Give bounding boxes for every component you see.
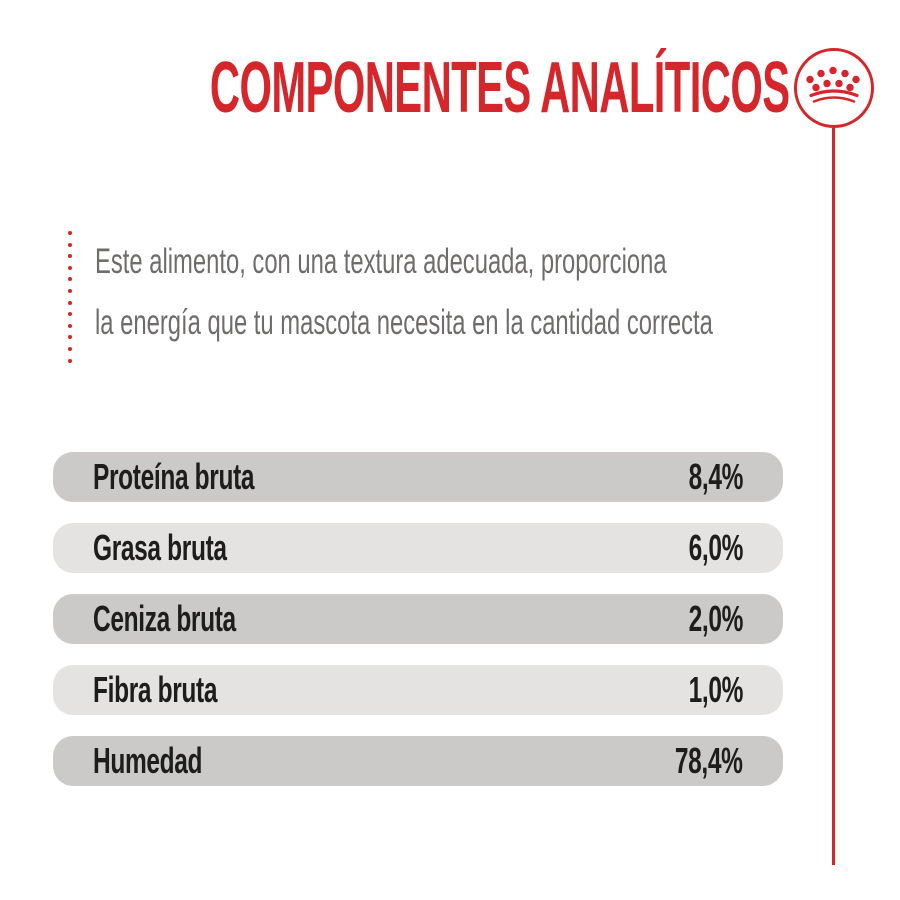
intro-paragraph: Este alimento, con una textura adecuada,… bbox=[95, 231, 900, 353]
royal-canin-crown-icon bbox=[794, 48, 874, 128]
table-row: Humedad 78,4% bbox=[53, 736, 783, 786]
table-row: Fibra bruta 1,0% bbox=[53, 665, 783, 715]
row-label: Humedad bbox=[93, 740, 203, 781]
table-row: Proteína bruta 8,4% bbox=[53, 452, 783, 502]
row-value: 78,4% bbox=[675, 740, 743, 781]
row-label: Fibra bruta bbox=[93, 669, 218, 710]
components-table: Proteína bruta 8,4% Grasa bruta 6,0% Cen… bbox=[53, 452, 783, 807]
intro-line-2: la energía que tu mascota necesita en la… bbox=[95, 303, 713, 342]
row-value: 8,4% bbox=[688, 456, 744, 497]
dotted-accent-line bbox=[68, 231, 72, 363]
row-label: Grasa bruta bbox=[93, 527, 227, 568]
row-value: 6,0% bbox=[688, 527, 744, 568]
vertical-accent-line bbox=[832, 128, 835, 865]
row-value: 2,0% bbox=[688, 598, 744, 639]
page-title-wrap: COMPONENTES ANALÍTICOS bbox=[0, 52, 856, 124]
page-title: COMPONENTES ANALÍTICOS bbox=[209, 48, 790, 128]
row-value: 1,0% bbox=[688, 669, 744, 710]
row-label: Proteína bruta bbox=[93, 456, 255, 497]
table-row: Ceniza bruta 2,0% bbox=[53, 594, 783, 644]
row-label: Ceniza bruta bbox=[93, 598, 236, 639]
table-row: Grasa bruta 6,0% bbox=[53, 523, 783, 573]
intro-line-1: Este alimento, con una textura adecuada,… bbox=[95, 242, 667, 281]
